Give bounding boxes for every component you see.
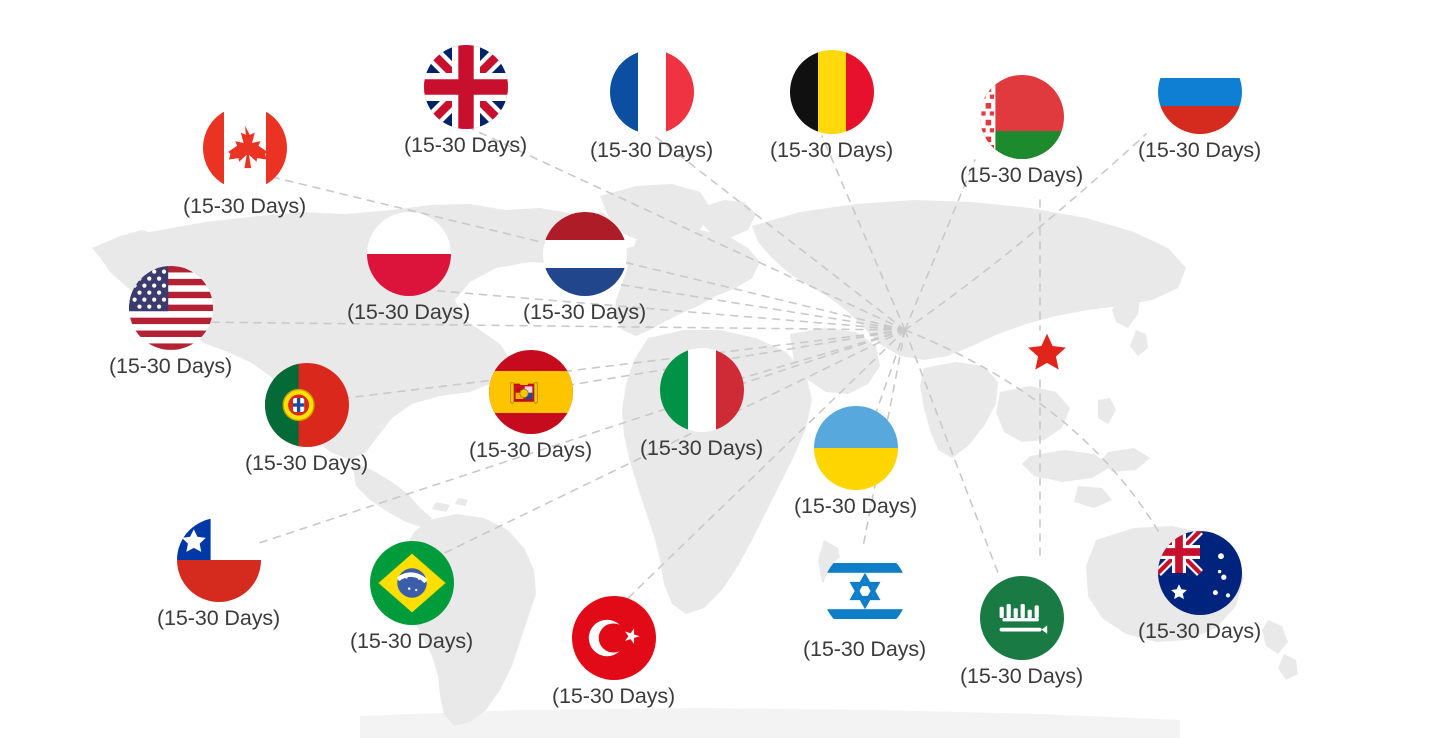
portugal-flag xyxy=(264,363,349,447)
delivery-time-label: (15-30 Days) xyxy=(590,138,714,162)
destination-canada[interactable]: (15-30 Days) xyxy=(183,106,306,219)
poland-flag xyxy=(366,212,451,296)
destination-belgium[interactable]: (15-30 Days) xyxy=(770,50,893,163)
route-france xyxy=(651,133,906,331)
delivery-time-label: (15-30 Days) xyxy=(770,138,894,162)
destination-australia[interactable]: (15-30 Days) xyxy=(1138,531,1261,644)
united-kingdom-flag xyxy=(423,45,508,129)
france-flag xyxy=(609,50,694,134)
australia-flag xyxy=(1157,531,1242,615)
chile-flag xyxy=(176,518,261,602)
destination-turkey[interactable]: (15-30 Days) xyxy=(552,596,675,709)
delivery-time-label: (15-30 Days) xyxy=(109,354,233,378)
delivery-time-label: (15-30 Days) xyxy=(640,436,764,460)
brazil-flag xyxy=(369,541,454,625)
delivery-time-label: (15-30 Days) xyxy=(183,194,307,218)
route-united-states xyxy=(195,321,906,331)
delivery-time-label: (15-30 Days) xyxy=(803,637,927,661)
route-brazil xyxy=(429,329,906,561)
united-states-flag xyxy=(128,266,213,350)
delivery-time-label: (15-30 Days) xyxy=(794,494,918,518)
russia-flag xyxy=(1157,50,1242,134)
route-netherlands xyxy=(603,281,906,331)
destination-poland[interactable]: (15-30 Days) xyxy=(347,212,470,325)
italy-flag xyxy=(659,348,744,432)
delivery-time-label: (15-30 Days) xyxy=(1138,619,1262,643)
route-portugal xyxy=(329,329,906,401)
delivery-time-label: (15-30 Days) xyxy=(552,684,676,708)
route-belarus xyxy=(904,159,976,331)
destination-brazil[interactable]: (15-30 Days) xyxy=(350,541,473,654)
route-belgium xyxy=(821,135,906,331)
destination-italy[interactable]: (15-30 Days) xyxy=(640,348,763,461)
destination-chile[interactable]: (15-30 Days) xyxy=(157,518,280,631)
delivery-time-label: (15-30 Days) xyxy=(960,664,1084,688)
route-turkey xyxy=(623,329,906,603)
destination-spain[interactable]: (15-30 Days) xyxy=(469,350,592,463)
route-ukraine xyxy=(871,329,906,425)
destination-france[interactable]: (15-30 Days) xyxy=(590,50,713,163)
delivery-time-label: (15-30 Days) xyxy=(960,163,1084,187)
star-icon xyxy=(1026,331,1068,373)
destination-israel[interactable]: (15-30 Days) xyxy=(803,549,926,662)
ukraine-flag xyxy=(813,406,898,490)
delivery-time-label: (15-30 Days) xyxy=(157,606,281,630)
destination-portugal[interactable]: (15-30 Days) xyxy=(245,363,368,476)
delivery-time-label: (15-30 Days) xyxy=(469,438,593,462)
delivery-time-label: (15-30 Days) xyxy=(404,133,528,157)
canada-flag xyxy=(202,106,287,190)
destination-russia[interactable]: (15-30 Days) xyxy=(1138,50,1261,163)
delivery-time-label: (15-30 Days) xyxy=(523,300,647,324)
saudi-arabia-flag xyxy=(979,576,1064,660)
route-saudi-arabia xyxy=(904,329,1001,579)
destination-saudi-arabia[interactable]: (15-30 Days) xyxy=(960,576,1083,689)
destination-netherlands[interactable]: (15-30 Days) xyxy=(523,212,646,325)
route-australia xyxy=(904,329,1161,535)
delivery-time-label: (15-30 Days) xyxy=(347,300,471,324)
route-poland xyxy=(427,289,906,331)
destination-united-states[interactable]: (15-30 Days) xyxy=(109,266,232,379)
destination-united-kingdom[interactable]: (15-30 Days) xyxy=(404,45,527,158)
route-chile xyxy=(243,329,906,549)
route-italy xyxy=(721,329,906,385)
netherlands-flag xyxy=(542,212,627,296)
route-united-kingdom xyxy=(469,127,906,331)
belarus-flag xyxy=(979,75,1064,159)
turkey-flag xyxy=(571,596,656,680)
delivery-time-label: (15-30 Days) xyxy=(350,629,474,653)
route-russia xyxy=(904,133,1147,331)
delivery-time-label: (15-30 Days) xyxy=(245,451,369,475)
belgium-flag xyxy=(789,50,874,134)
israel-flag xyxy=(822,549,907,633)
destination-belarus[interactable]: (15-30 Days) xyxy=(960,75,1083,188)
delivery-time-label: (15-30 Days) xyxy=(1138,138,1262,162)
destination-ukraine[interactable]: (15-30 Days) xyxy=(794,406,917,519)
spain-flag xyxy=(488,350,573,434)
route-spain xyxy=(551,329,906,389)
